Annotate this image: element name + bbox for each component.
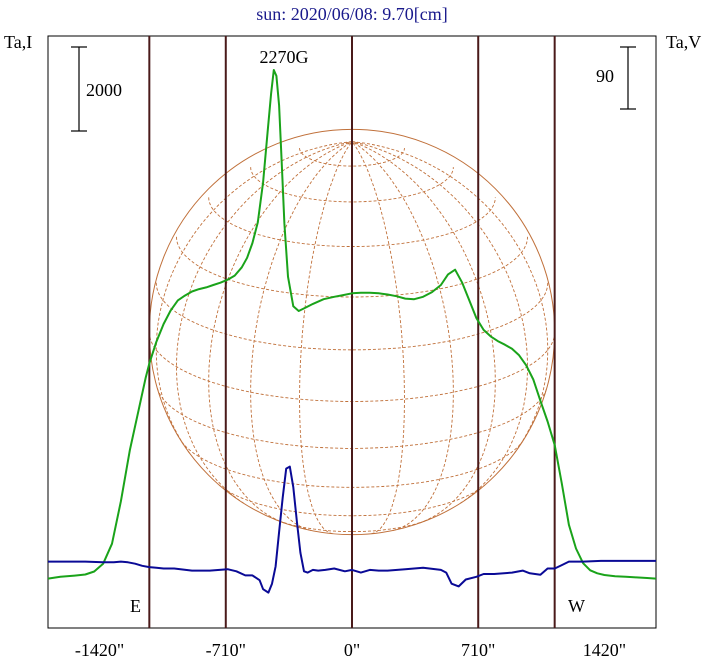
disk-grid-line <box>208 141 353 524</box>
disk-grid-line <box>351 141 405 535</box>
intensity-scale-label: 2000 <box>86 80 122 100</box>
disk-grid-line <box>176 141 353 504</box>
disk-grid-line <box>351 141 528 504</box>
series-line-intensity <box>47 69 657 580</box>
peak-annotation: 2270G <box>260 47 309 67</box>
polarization-scale-label: 90 <box>596 66 614 86</box>
series-line-polarization <box>48 465 656 594</box>
west-limb-label: W <box>568 596 585 616</box>
x-axis-ticks: -1420" -710" 0" 710" 1420" <box>75 640 626 660</box>
x-tick-label: -1420" <box>75 640 124 660</box>
disk-grid-line <box>155 141 353 454</box>
east-limb-label: E <box>130 596 141 616</box>
disk-grid-line <box>351 141 496 524</box>
disk-grid-line <box>299 148 405 167</box>
x-tick-label: 0" <box>344 640 360 660</box>
x-tick-label: 1420" <box>583 640 626 660</box>
disk-grid-line <box>299 141 353 535</box>
disk-grid-line <box>274 518 430 533</box>
disk-grid-line <box>250 141 353 531</box>
vertical-reference-lines <box>148 36 556 628</box>
series-layer <box>47 69 657 594</box>
chart-title: sun: 2020/06/08: 9.70[cm] <box>256 4 448 24</box>
disk-grid-line <box>351 141 454 531</box>
y-axis-label-left: Ta,I <box>4 32 32 52</box>
polarization-scale-bar <box>620 46 636 110</box>
disk-grid-line <box>351 141 549 454</box>
y-axis-label-right: Ta,V <box>666 32 701 52</box>
x-tick-label: -710" <box>206 640 246 660</box>
x-tick-label: 710" <box>461 640 495 660</box>
intensity-scale-bar <box>71 46 87 132</box>
